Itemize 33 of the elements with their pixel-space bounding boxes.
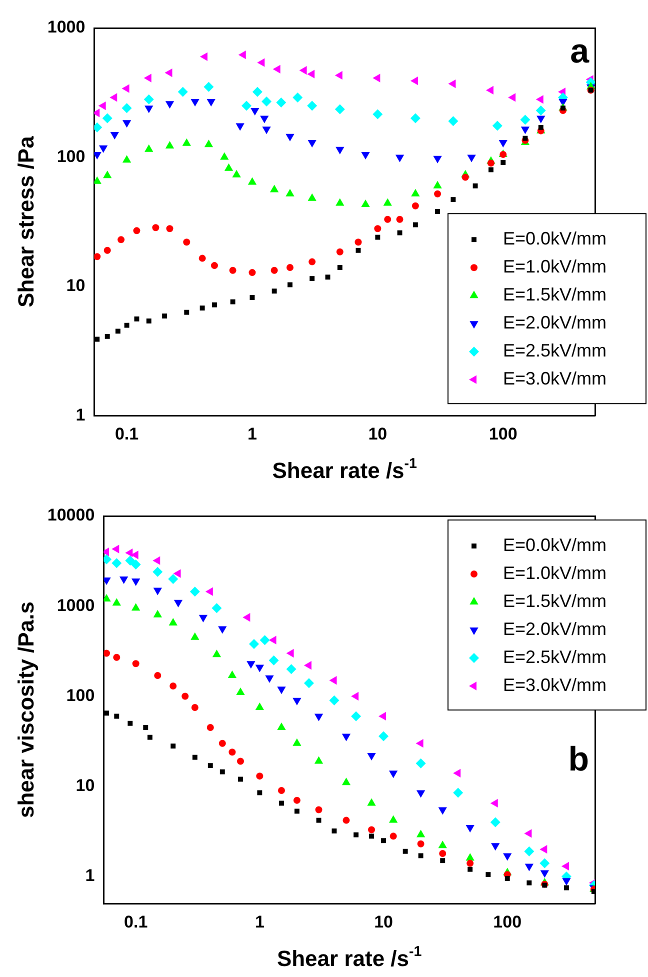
y-tick-label: 1000 [56,596,95,615]
x-tick-label: 0.1 [114,424,139,444]
annotation: b [568,740,589,778]
x-tick-label: 0.1 [124,912,148,932]
legend-label: E=0.0kV/mm [503,534,607,555]
legend-label: E=1.0kV/mm [503,562,607,583]
legend-label: E=2.0kV/mm [503,312,607,333]
y-tick-label: 100 [66,686,95,705]
y-tick-label: 1 [85,866,95,886]
y-tick-label: 10 [66,276,86,296]
legend-label: E=1.0kV/mm [503,256,607,277]
y-tick-label: 10 [76,776,95,796]
y-tick-label: 10000 [47,506,95,525]
legend-label: E=2.0kV/mm [503,618,607,639]
x-tick-label: 100 [488,424,518,444]
legend-label: E=0.0kV/mm [503,228,607,249]
y-axis-title: shear viscosity /Pa.s [13,602,38,818]
legend-label: E=1.5kV/mm [503,590,607,611]
legend-label: E=2.5kV/mm [503,340,607,361]
x-tick-label: 1 [254,912,264,932]
x-tick-label: 10 [368,424,388,444]
y-axis-title: Shear stress /Pa [13,135,38,308]
y-tick-label: 100 [56,146,86,166]
y-tick-label: 1000 [47,18,86,37]
x-tick-label: 100 [493,912,522,932]
x-tick-label: 1 [248,424,257,444]
legend-label: E=3.0kV/mm [503,368,607,389]
legend-label: E=1.5kV/mm [503,284,607,305]
annotation: a [570,32,590,70]
legend-label: E=3.0kV/mm [503,674,607,695]
y-tick-label: 1 [76,405,86,424]
legend-label: E=2.5kV/mm [503,646,607,667]
x-tick-label: 10 [374,912,393,932]
